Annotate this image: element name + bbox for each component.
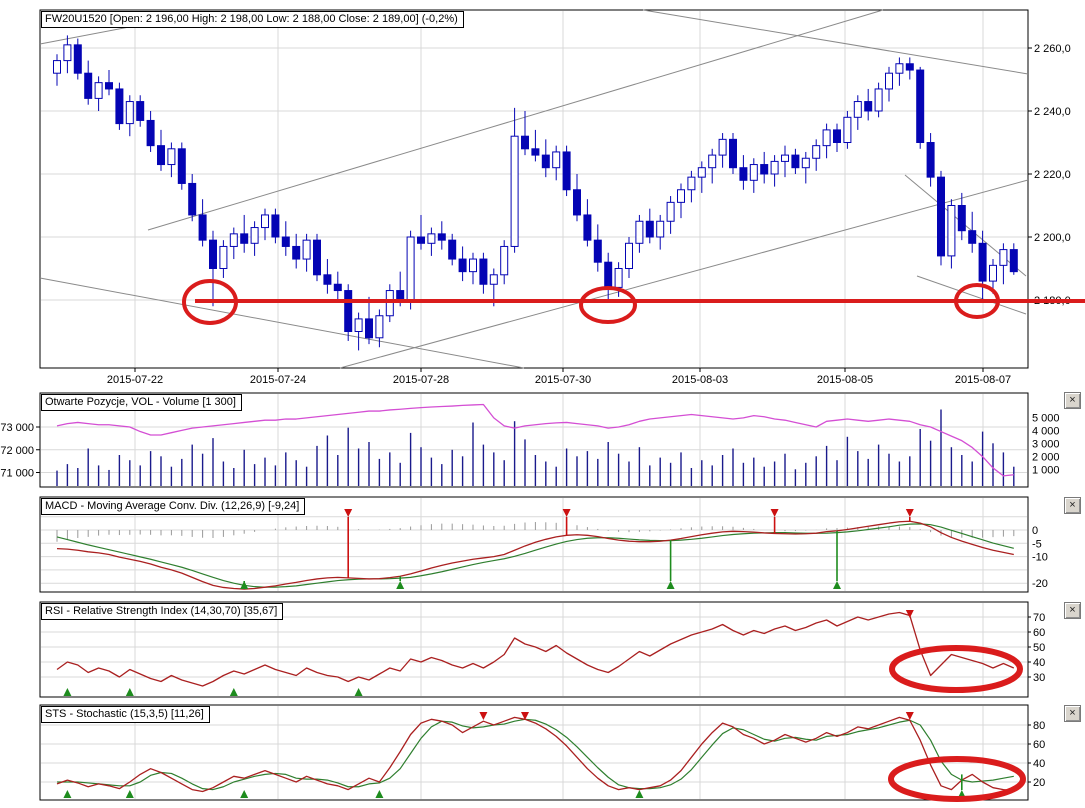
rsi-layer [56, 610, 1015, 696]
svg-text:1 000: 1 000 [1032, 464, 1060, 476]
svg-text:2 200,0: 2 200,0 [1034, 232, 1071, 244]
svg-text:2 260,0: 2 260,0 [1034, 43, 1071, 55]
svg-text:4 000: 4 000 [1032, 425, 1060, 437]
svg-text:72 000: 72 000 [0, 445, 34, 457]
rsi-panel-title: RSI - Relative Strength Index (14,30,70)… [41, 603, 284, 620]
svg-text:2015-07-22: 2015-07-22 [107, 374, 163, 386]
close-rsi-panel-icon[interactable]: × [1064, 602, 1081, 619]
svg-text:2015-07-24: 2015-07-24 [250, 374, 306, 386]
svg-text:2 220,0: 2 220,0 [1034, 169, 1071, 181]
sts-panel-title: STS - Stochastic (15,3,5) [11,26] [41, 706, 210, 723]
svg-text:5 000: 5 000 [1032, 412, 1060, 424]
svg-text:73 000: 73 000 [0, 422, 34, 434]
price-plot-area[interactable] [40, 10, 1028, 368]
svg-text:2015-08-05: 2015-08-05 [817, 374, 873, 386]
svg-text:-5: -5 [1032, 538, 1042, 550]
volume-panel-title: Otwarte Pozycje, VOL - Volume [1 300] [41, 394, 242, 411]
macd-layer [56, 509, 1015, 590]
svg-text:2015-07-28: 2015-07-28 [393, 374, 449, 386]
close-volume-panel-icon[interactable]: × [1064, 392, 1081, 409]
svg-text:2015-08-07: 2015-08-07 [955, 374, 1011, 386]
svg-text:2 240,0: 2 240,0 [1034, 106, 1071, 118]
svg-text:50: 50 [1033, 642, 1045, 654]
svg-text:30: 30 [1033, 672, 1045, 684]
close-sts-panel-icon[interactable]: × [1064, 705, 1081, 722]
svg-text:70: 70 [1033, 612, 1045, 624]
svg-text:-20: -20 [1032, 578, 1048, 590]
svg-text:20: 20 [1033, 777, 1045, 789]
svg-text:40: 40 [1033, 758, 1045, 770]
volume-layer [56, 403, 1015, 486]
candles-layer [53, 35, 1018, 351]
macd-panel-title: MACD - Moving Average Conv. Div. (12,26,… [41, 498, 306, 515]
svg-text:60: 60 [1033, 627, 1045, 639]
close-macd-panel-icon[interactable]: × [1064, 497, 1081, 514]
svg-text:2015-08-03: 2015-08-03 [672, 374, 728, 386]
svg-text:40: 40 [1033, 657, 1045, 669]
price-panel-title: FW20U1520 [Open: 2 196,00 High: 2 198,00… [41, 11, 464, 28]
svg-text:2015-07-30: 2015-07-30 [535, 374, 591, 386]
svg-text:-10: -10 [1032, 552, 1048, 564]
svg-text:71 000: 71 000 [0, 468, 34, 480]
svg-text:0: 0 [1032, 525, 1038, 537]
annotations-layer [182, 279, 1085, 802]
svg-text:60: 60 [1033, 739, 1045, 751]
axis-labels: 2 260,02 240,02 220,02 200,02 180,05 000… [0, 43, 1070, 789]
svg-text:3 000: 3 000 [1032, 438, 1060, 450]
svg-text:80: 80 [1033, 720, 1045, 732]
svg-text:2 000: 2 000 [1032, 451, 1060, 463]
